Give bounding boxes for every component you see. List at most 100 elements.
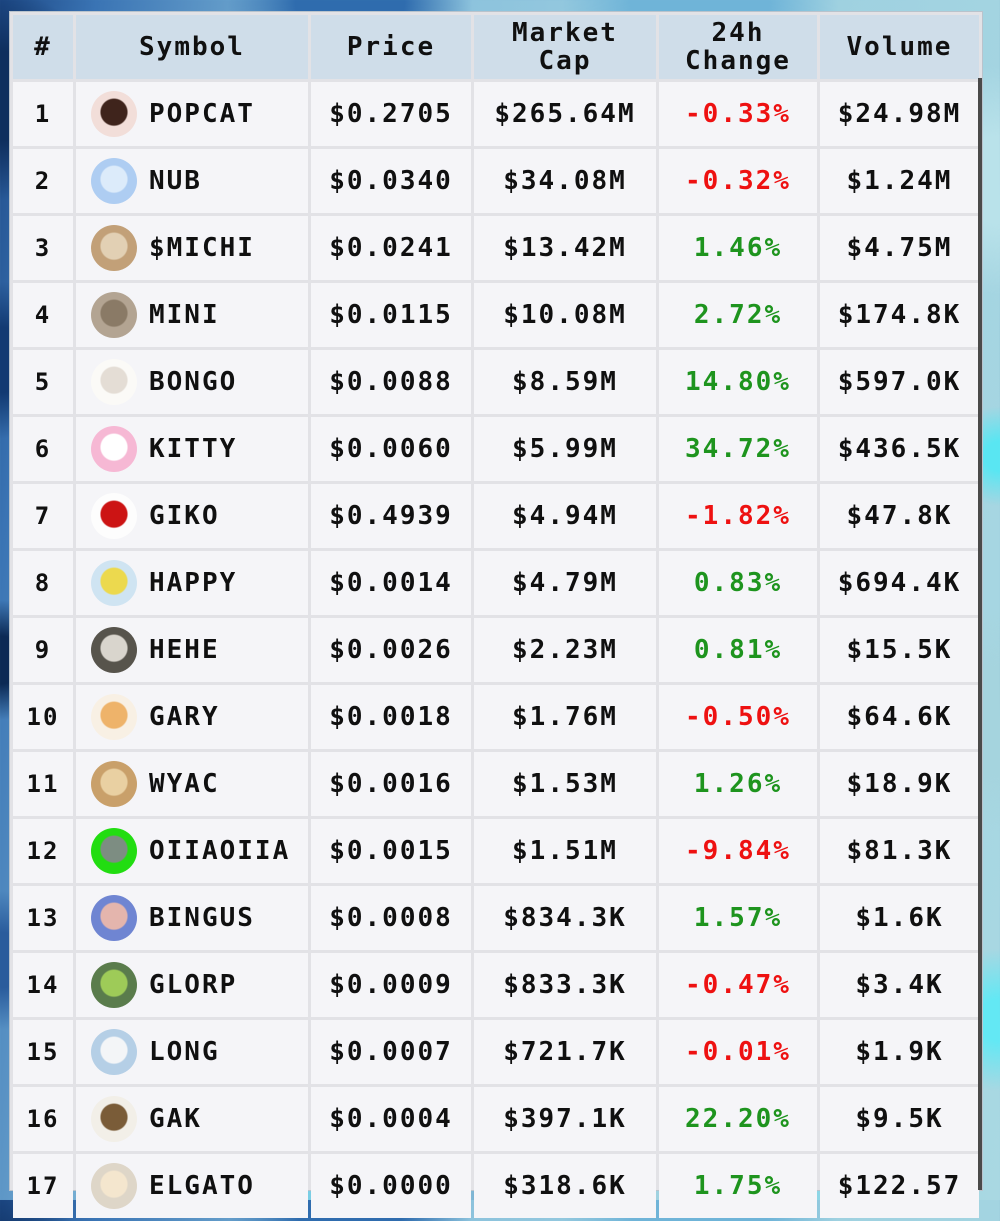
rank-label: 1 (34, 100, 52, 128)
token-row[interactable]: 5 BONGO $0.0088 $8.59M 14.80% $597.0K (13, 350, 979, 414)
rank-cell: 9 (13, 618, 73, 682)
price-cell: $0.0018 (311, 685, 471, 749)
volume-cell: $174.8K (820, 283, 979, 347)
volume-cell: $9.5K (820, 1087, 979, 1151)
rank-cell: 1 (13, 82, 73, 146)
price-cell: $0.0009 (311, 953, 471, 1017)
michi-icon (91, 225, 137, 271)
token-row[interactable]: 8 HAPPY $0.0014 $4.79M 0.83% $694.4K (13, 551, 979, 615)
rank-label: 17 (26, 1172, 60, 1200)
rank-label: 13 (26, 904, 60, 932)
volume-cell: $1.9K (820, 1020, 979, 1084)
token-row[interactable]: 12 OIIAOIIA $0.0015 $1.51M -9.84% $81.3K (13, 819, 979, 883)
volume-cell: $694.4K (820, 551, 979, 615)
token-row[interactable]: 4 MINI $0.0115 $10.08M 2.72% $174.8K (13, 283, 979, 347)
change-24h-cell: -1.82% (659, 484, 817, 548)
price-cell: $0.0016 (311, 752, 471, 816)
symbol-cell: KITTY (76, 417, 308, 481)
symbol-label: ELGATO (149, 1171, 255, 1201)
rank-label: 2 (34, 167, 52, 195)
rank-label: 3 (34, 234, 52, 262)
token-row[interactable]: 11 WYAC $0.0016 $1.53M 1.26% $18.9K (13, 752, 979, 816)
token-row[interactable]: 7 GIKO $0.4939 $4.94M -1.82% $47.8K (13, 484, 979, 548)
symbol-label: GARY (149, 702, 220, 732)
rank-cell: 10 (13, 685, 73, 749)
volume-cell: $81.3K (820, 819, 979, 883)
price-cell: $0.0026 (311, 618, 471, 682)
rank-cell: 13 (13, 886, 73, 950)
volume-cell: $4.75M (820, 216, 979, 280)
rank-cell: 7 (13, 484, 73, 548)
nub-icon (91, 158, 137, 204)
symbol-label: BINGUS (149, 903, 255, 933)
symbol-label: HAPPY (149, 568, 238, 598)
long-icon (91, 1029, 137, 1075)
symbol-cell: GIKO (76, 484, 308, 548)
symbol-label: $MICHI (149, 233, 255, 263)
rank-cell: 15 (13, 1020, 73, 1084)
token-table-panel: # Symbol Price Market Cap 24h Change Volume 1 P… (10, 12, 982, 1218)
table-right-border (978, 78, 982, 1190)
symbol-cell: NUB (76, 149, 308, 213)
market-cap-cell: $13.42M (474, 216, 656, 280)
volume-cell: $1.24M (820, 149, 979, 213)
price-cell: $0.0007 (311, 1020, 471, 1084)
market-cap-cell: $1.53M (474, 752, 656, 816)
change-24h-cell: -0.01% (659, 1020, 817, 1084)
symbol-cell: BINGUS (76, 886, 308, 950)
token-row[interactable]: 13 BINGUS $0.0008 $834.3K 1.57% $1.6K (13, 886, 979, 950)
symbol-cell: HEHE (76, 618, 308, 682)
token-row[interactable]: 15 LONG $0.0007 $721.7K -0.01% $1.9K (13, 1020, 979, 1084)
elgato-icon (91, 1163, 137, 1209)
column-header-symbol: Symbol (76, 15, 308, 79)
price-cell: $0.0340 (311, 149, 471, 213)
change-24h-cell: 22.20% (659, 1087, 817, 1151)
token-row[interactable]: 10 GARY $0.0018 $1.76M -0.50% $64.6K (13, 685, 979, 749)
change-24h-cell: -0.50% (659, 685, 817, 749)
token-row[interactable]: 14 GLORP $0.0009 $833.3K -0.47% $3.4K (13, 953, 979, 1017)
rank-label: 16 (26, 1105, 60, 1133)
volume-cell: $18.9K (820, 752, 979, 816)
glorp-icon (91, 962, 137, 1008)
change-24h-cell: -0.33% (659, 82, 817, 146)
rank-cell: 2 (13, 149, 73, 213)
symbol-label: NUB (149, 166, 202, 196)
token-row[interactable]: 1 POPCAT $0.2705 $265.64M -0.33% $24.98M (13, 82, 979, 146)
symbol-label: POPCAT (149, 99, 255, 129)
change-24h-cell: 1.75% (659, 1154, 817, 1218)
volume-cell: $15.5K (820, 618, 979, 682)
market-cap-cell: $10.08M (474, 283, 656, 347)
market-cap-cell: $721.7K (474, 1020, 656, 1084)
rank-label: 10 (26, 703, 60, 731)
token-row[interactable]: 6 KITTY $0.0060 $5.99M 34.72% $436.5K (13, 417, 979, 481)
symbol-cell: $MICHI (76, 216, 308, 280)
token-row[interactable]: 2 NUB $0.0340 $34.08M -0.32% $1.24M (13, 149, 979, 213)
column-header-rank: # (13, 15, 73, 79)
change-24h-cell: 0.81% (659, 618, 817, 682)
change-24h-cell: -0.47% (659, 953, 817, 1017)
change-24h-cell: 1.46% (659, 216, 817, 280)
token-table-body: 1 POPCAT $0.2705 $265.64M -0.33% $24.98M… (13, 82, 979, 1218)
token-row[interactable]: 9 HEHE $0.0026 $2.23M 0.81% $15.5K (13, 618, 979, 682)
symbol-label: HEHE (149, 635, 220, 665)
price-cell: $0.0014 (311, 551, 471, 615)
symbol-label: WYAC (149, 769, 220, 799)
volume-cell: $3.4K (820, 953, 979, 1017)
symbol-cell: OIIAOIIA (76, 819, 308, 883)
rank-label: 11 (26, 770, 60, 798)
symbol-label: BONGO (149, 367, 238, 397)
token-row[interactable]: 17 ELGATO $0.0000 $318.6K 1.75% $122.57 (13, 1154, 979, 1218)
header-row: # Symbol Price Market Cap 24h Change Volume (13, 15, 979, 79)
rank-cell: 12 (13, 819, 73, 883)
price-cell: $0.0004 (311, 1087, 471, 1151)
token-row[interactable]: 16 GAK $0.0004 $397.1K 22.20% $9.5K (13, 1087, 979, 1151)
token-row[interactable]: 3 $MICHI $0.0241 $13.42M 1.46% $4.75M (13, 216, 979, 280)
market-cap-cell: $318.6K (474, 1154, 656, 1218)
change-24h-cell: -9.84% (659, 819, 817, 883)
bingus-icon (91, 895, 137, 941)
rank-cell: 11 (13, 752, 73, 816)
wyac-icon (91, 761, 137, 807)
change-24h-cell: 34.72% (659, 417, 817, 481)
symbol-cell: MINI (76, 283, 308, 347)
rank-cell: 5 (13, 350, 73, 414)
